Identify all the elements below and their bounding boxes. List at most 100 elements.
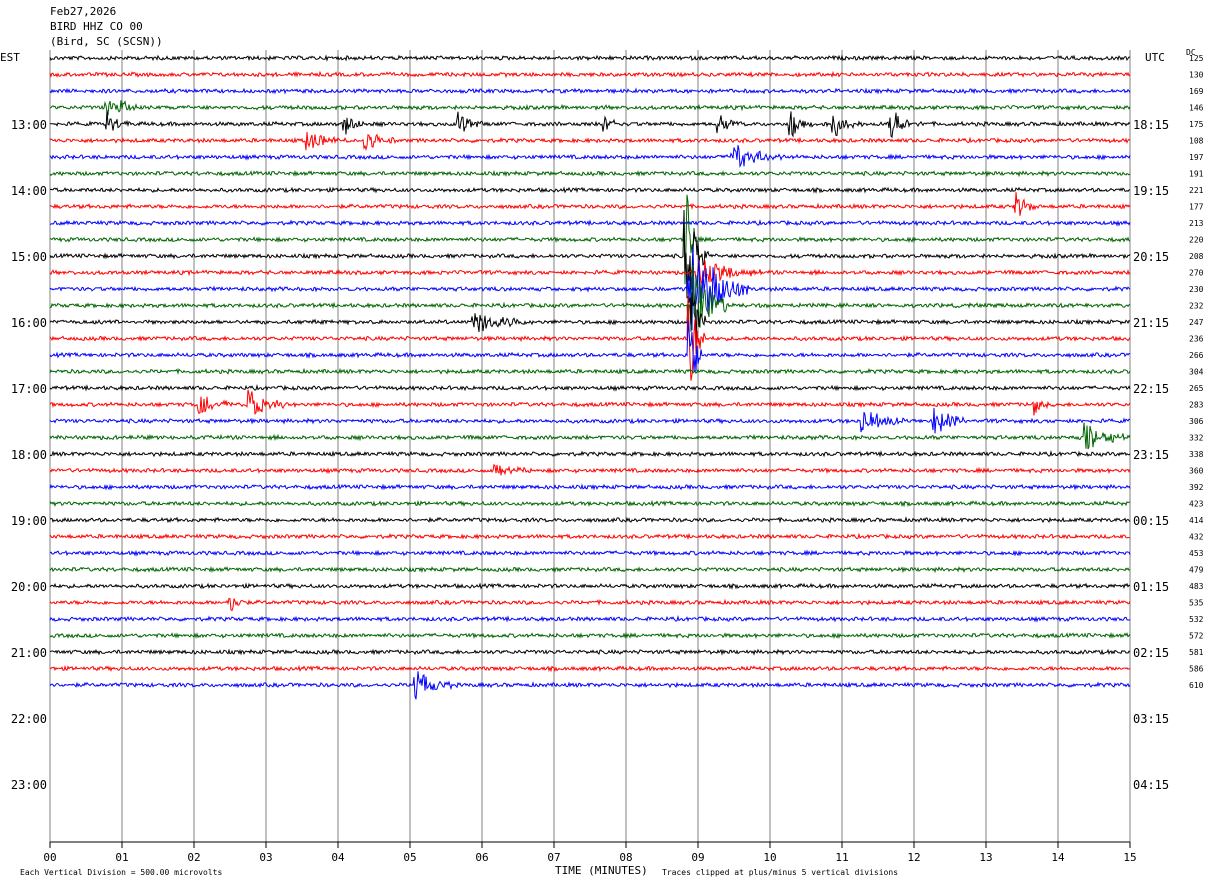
dc-offset-value: 532 [1189, 615, 1204, 624]
dc-offset-value: 338 [1189, 450, 1204, 459]
seismic-trace [49, 384, 1131, 392]
x-tick-label: 07 [547, 851, 560, 864]
x-tick-label: 00 [43, 851, 56, 864]
dc-offset-value: 108 [1189, 137, 1204, 146]
est-hour-label: 21:00 [11, 646, 47, 660]
dc-offset-value: 221 [1189, 186, 1204, 195]
seismic-trace [49, 648, 1131, 656]
utc-hour-label: 23:15 [1133, 448, 1169, 462]
utc-hour-labels: 18:15 19:15 20:15 21:15 22:15 23:15 00:15 01:15… [1133, 118, 1169, 792]
dc-offset-value: 432 [1189, 533, 1204, 542]
est-hour-label: 15:00 [11, 250, 47, 264]
station-label: BIRD HHZ CO 00 [50, 20, 143, 33]
est-hour-label: 13:00 [11, 118, 47, 132]
seismic-traces [49, 54, 1131, 700]
x-tick-label: 02 [187, 851, 200, 864]
date-label: Feb27,2026 [50, 5, 117, 18]
seismic-trace [49, 615, 1131, 623]
est-hour-label: 14:00 [11, 184, 47, 198]
seismic-trace [49, 532, 1131, 541]
seismic-trace [49, 194, 1131, 285]
x-tick-label: 05 [403, 851, 416, 864]
dc-offset-value: 247 [1189, 318, 1204, 327]
seismic-trace [49, 296, 1131, 381]
seismic-trace [49, 169, 1131, 178]
utc-hour-label: 00:15 [1133, 514, 1169, 528]
dc-offset-value: 581 [1189, 648, 1204, 657]
x-tick-label: 04 [331, 851, 345, 864]
clip-note: Traces clipped at plus/minus 5 vertical … [662, 868, 899, 877]
dc-offset-value: 283 [1189, 401, 1204, 410]
seismic-trace [49, 422, 1131, 450]
dc-offset-value: 175 [1189, 120, 1204, 129]
seismic-trace [49, 110, 1131, 139]
dc-offset-value: 304 [1189, 368, 1204, 377]
dc-offset-value: 572 [1189, 632, 1204, 641]
dc-offset-value: 130 [1189, 71, 1204, 80]
seismic-trace [49, 186, 1131, 194]
dc-offset-value: 236 [1189, 335, 1204, 344]
seismic-trace [49, 549, 1131, 557]
utc-hour-label: 01:15 [1133, 580, 1169, 594]
utc-hour-label: 02:15 [1133, 646, 1169, 660]
seismic-trace [49, 145, 1131, 169]
dc-offset-value: 270 [1189, 269, 1204, 278]
dc-offset-value: 208 [1189, 252, 1204, 261]
seismic-trace [49, 389, 1131, 416]
x-tick-label: 06 [475, 851, 488, 864]
x-tick-label: 10 [763, 851, 776, 864]
seismic-trace [49, 320, 1131, 373]
dc-offset-value: 479 [1189, 566, 1204, 575]
dc-offset-value: 423 [1189, 500, 1204, 509]
x-tick-label: 03 [259, 851, 272, 864]
time-grid [49, 50, 1131, 843]
est-hour-label: 20:00 [11, 580, 47, 594]
x-tick-label: 09 [691, 851, 704, 864]
x-axis-ticks: 00 01 02 03 04 05 06 07 08 09 10 11 12 13 14 15 [43, 842, 1137, 864]
seismic-trace [49, 367, 1131, 376]
scale-note: Each Vertical Division = 500.00 microvol… [20, 868, 223, 877]
x-tick-label: 14 [1051, 851, 1065, 864]
est-hour-label: 22:00 [11, 712, 47, 726]
dc-offset-value: 453 [1189, 549, 1204, 558]
dc-offset-value: 414 [1189, 516, 1204, 525]
utc-hour-label: 03:15 [1133, 712, 1169, 726]
dc-offset-value: 332 [1189, 434, 1204, 443]
x-tick-label: 11 [835, 851, 848, 864]
seismic-trace [49, 292, 1131, 345]
dc-offset-value: 610 [1189, 681, 1204, 690]
est-hour-label: 18:00 [11, 448, 47, 462]
dc-offset-value: 360 [1189, 467, 1204, 476]
seismic-trace [49, 87, 1131, 95]
dc-offset-value: 392 [1189, 483, 1204, 492]
est-zone-label: EST [0, 51, 20, 64]
seismic-trace [49, 664, 1131, 673]
dc-offset-value: 125 [1189, 54, 1204, 63]
seismic-trace [49, 483, 1131, 491]
seismic-trace [49, 264, 1131, 333]
seismic-trace [49, 54, 1131, 62]
utc-hour-label: 18:15 [1133, 118, 1169, 132]
dc-offset-value: 265 [1189, 384, 1204, 393]
seismic-trace [49, 407, 1131, 434]
location-label: (Bird, SC (SCSN)) [50, 35, 163, 48]
seismic-trace [49, 499, 1131, 508]
seismic-trace [49, 597, 1131, 612]
dc-offset-value: 266 [1189, 351, 1204, 360]
dc-offset-value: 177 [1189, 203, 1204, 212]
seismic-trace [49, 192, 1131, 216]
dc-offset-value: 232 [1189, 302, 1204, 311]
seismic-trace [49, 582, 1131, 590]
dc-offset-value: 146 [1189, 104, 1204, 113]
seismic-trace [49, 565, 1131, 574]
dc-offset-value: 586 [1189, 665, 1204, 674]
x-axis-title: TIME (MINUTES) [555, 864, 648, 877]
dc-offset-value: 535 [1189, 599, 1204, 608]
dc-offset-labels: 125 130 169 146 175 108 197 191 221 177 213 220 208 2… [1189, 54, 1204, 690]
seismic-trace [49, 463, 1131, 476]
seismic-trace [49, 450, 1131, 458]
dc-offset-value: 220 [1189, 236, 1204, 245]
seismic-trace [49, 246, 1131, 331]
seismic-trace [49, 671, 1131, 700]
seismic-trace [49, 631, 1131, 640]
